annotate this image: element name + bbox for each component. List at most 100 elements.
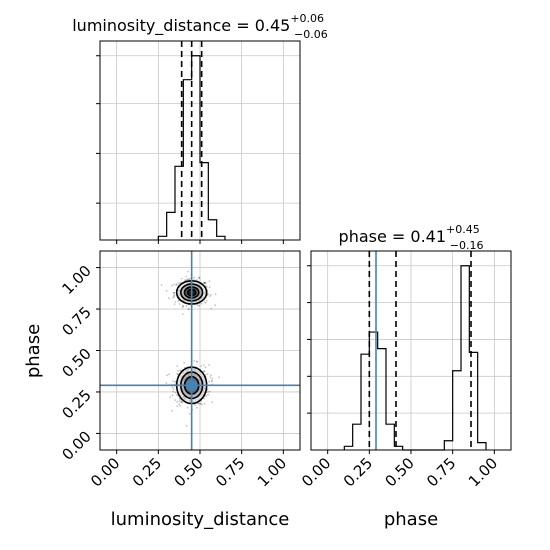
scatter-point <box>203 282 206 284</box>
scatter-point <box>195 360 198 363</box>
scatter-point <box>203 282 206 284</box>
quantile-lines-ld <box>180 41 203 240</box>
scatter-point <box>172 296 174 299</box>
scatter-point <box>205 285 207 287</box>
xtick-label: 0.00 <box>87 454 123 490</box>
scatter-point <box>189 413 191 415</box>
scatter-point <box>165 290 168 292</box>
scatter-point <box>181 313 184 315</box>
scatter-point <box>199 402 202 405</box>
scatter-point <box>211 379 213 382</box>
scatter-point <box>165 382 168 384</box>
truth-marker <box>185 379 198 392</box>
scatter-point <box>210 307 213 310</box>
scatter-point <box>207 293 209 295</box>
quantile-lines-ph <box>368 251 472 450</box>
scatter-point <box>176 372 179 375</box>
scatter-point <box>204 301 207 304</box>
scatter-point <box>185 275 188 278</box>
scatter-point <box>185 424 188 427</box>
ytick-label: 0.75 <box>58 303 94 339</box>
ytick-label: 1.00 <box>58 262 94 298</box>
scatter-point <box>184 279 187 281</box>
scatter-point <box>176 394 178 396</box>
scatter-point <box>180 369 182 371</box>
ytick-label: 0.50 <box>58 345 94 381</box>
scatter-point <box>176 365 179 367</box>
scatter-point <box>200 302 203 305</box>
scatter-point <box>173 292 175 294</box>
title-phase: phase = 0.41+0.45 −0.16 <box>339 223 484 252</box>
scatter-point <box>200 365 203 367</box>
scatter-point <box>207 393 209 396</box>
grid-2d <box>100 251 300 450</box>
scatter-point <box>208 364 211 366</box>
scatter-point <box>175 283 178 286</box>
ticks-ld <box>96 55 284 244</box>
scatter-point <box>209 390 212 393</box>
scatter-point <box>203 370 206 372</box>
scatter-point <box>188 278 191 280</box>
scatter-point <box>204 282 207 285</box>
truth-lines-2d <box>100 251 300 450</box>
scatter-point <box>214 293 217 296</box>
scatter-point <box>181 306 184 309</box>
scatter-point <box>211 377 214 380</box>
scatter-point <box>203 282 206 284</box>
scatter-point <box>177 282 180 284</box>
scatter-point <box>187 270 189 273</box>
scatter-point <box>181 305 184 307</box>
scatter-point <box>186 278 189 280</box>
scatter-point <box>196 279 198 281</box>
xlabel-luminosity-distance: luminosity_distance <box>111 509 290 530</box>
scatter-point <box>205 394 208 397</box>
scatter-point <box>180 400 183 403</box>
scatter-point <box>171 409 174 412</box>
scatter-point <box>177 300 180 303</box>
scatter-point <box>204 366 207 369</box>
scatter-point <box>185 305 188 307</box>
scatter-point <box>187 278 190 281</box>
scatter-point <box>193 359 196 362</box>
scatter-point <box>169 396 172 399</box>
grid-ph <box>311 251 511 450</box>
histogram-phase <box>343 265 487 451</box>
scatter-point <box>203 370 205 373</box>
scatter-point <box>205 299 208 302</box>
scatter-point <box>200 402 202 405</box>
scatter-point <box>167 297 170 300</box>
scatter-point <box>198 277 201 280</box>
scatter-point <box>160 284 163 286</box>
xtick-labels-ph: 0.00 0.25 0.50 0.75 1.00 <box>298 454 501 490</box>
scatter-point <box>210 374 212 377</box>
scatter-point <box>176 405 179 407</box>
title-luminosity-distance: luminosity_distance = 0.45+0.06 −0.06 <box>72 12 328 41</box>
scatter-point <box>173 296 176 298</box>
ticks-2d <box>96 267 284 454</box>
scatter-point <box>172 380 174 382</box>
scatter-point <box>218 376 220 379</box>
scatter-point <box>173 303 176 306</box>
scatter-point <box>203 301 206 304</box>
scatter-point <box>200 403 203 406</box>
xtick-label: 0.75 <box>212 454 248 490</box>
scatter-point <box>171 284 173 287</box>
scatter-point <box>198 304 201 307</box>
scatter-point <box>178 397 181 400</box>
xtick-label: 0.75 <box>423 454 459 490</box>
scatter-point <box>193 276 195 279</box>
scatter-point <box>178 400 181 403</box>
scatter-point <box>209 295 211 297</box>
scatter-point <box>211 380 213 383</box>
ticks-ph <box>307 265 495 454</box>
scatter-point <box>208 286 211 289</box>
scatter-point <box>179 369 182 372</box>
scatter-point <box>208 280 211 283</box>
histogram-luminosity-distance <box>157 55 226 240</box>
xtick-label: 0.25 <box>340 454 376 490</box>
scatter-point <box>206 286 208 288</box>
xtick-label: 1.00 <box>254 454 290 490</box>
ylabel-phase: phase <box>23 324 44 378</box>
scatter-point <box>209 376 212 379</box>
scatter-point <box>210 294 212 296</box>
